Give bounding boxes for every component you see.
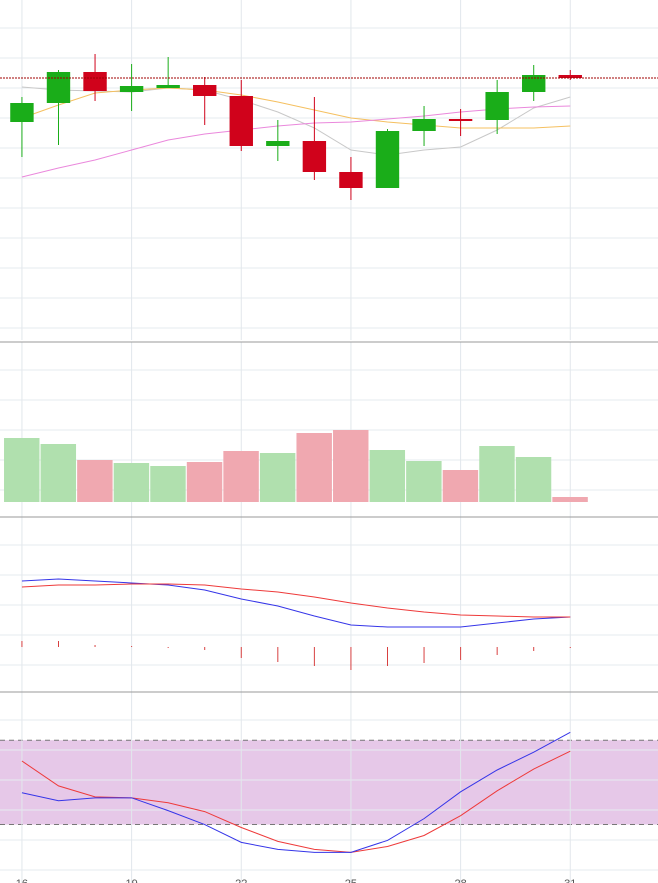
candle-body [119,86,144,92]
line-series [21,105,571,178]
volume-bar [442,470,479,502]
x-tick-label: 22 [235,878,247,883]
volume-bar [515,457,552,502]
volume-bar [406,461,442,502]
candle-body [375,131,400,188]
candle-body [302,141,327,172]
volume-bar [77,460,113,502]
candle-body [10,103,34,122]
line-series [21,583,571,618]
x-tick-label: 28 [454,878,466,883]
volume-bar [369,450,406,502]
x-tick-label: 16 [16,878,28,883]
volume-bar [333,430,369,502]
candle-body [46,72,71,103]
overbought-band [0,740,658,825]
candle-body [558,75,582,78]
x-tick-label: 31 [564,878,576,883]
volume-bar [186,462,223,502]
candle-body [156,85,180,88]
line-series [21,731,571,853]
volume-bar [259,453,296,502]
candle-body [229,96,253,146]
candle-body [339,172,363,188]
volume-bar [4,438,40,502]
volume-bar [223,451,259,502]
volume-bar [552,497,588,502]
volume-bar [479,446,515,502]
x-tick-label: 25 [345,878,357,883]
line-series [21,87,571,129]
candle-body [266,141,290,146]
volume-bar [40,444,77,502]
volume-bar [296,433,332,502]
candle-body [522,75,546,92]
candle-body [193,85,217,96]
x-tick-label: 19 [125,878,137,883]
candle-body [485,92,509,120]
candle-body [83,72,107,91]
candle-body [412,119,436,131]
volume-bar [113,463,150,502]
volume-bar [150,466,186,502]
candle-body [448,119,473,121]
line-series [21,578,571,628]
